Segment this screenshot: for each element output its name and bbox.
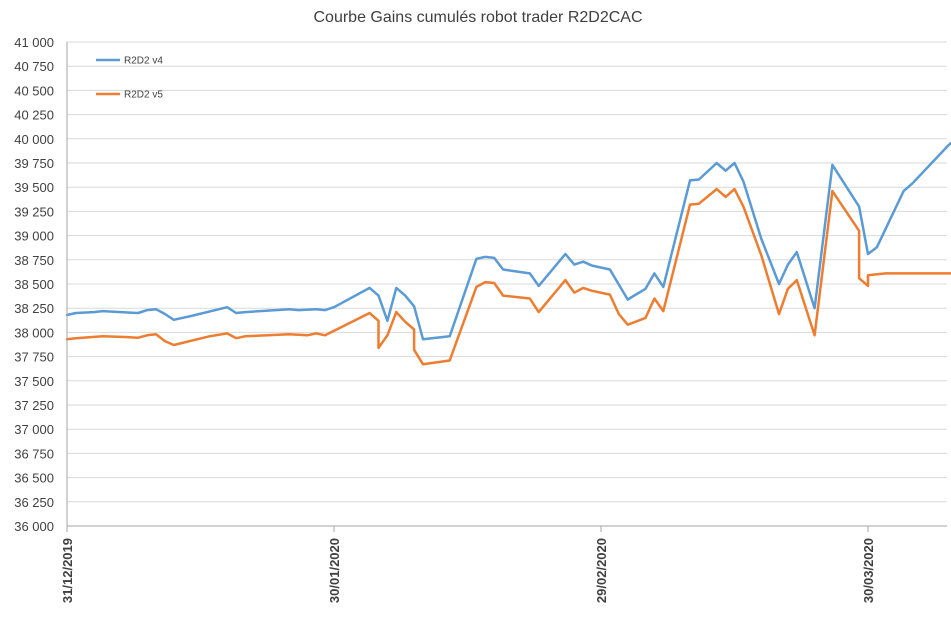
axes [66, 42, 947, 532]
y-tick-label: 40 250 [14, 108, 54, 123]
y-tick-label: 36 250 [14, 495, 54, 510]
y-tick-label: 39 250 [14, 204, 54, 219]
y-tick-label: 41 000 [14, 35, 54, 50]
gridlines [67, 41, 947, 503]
y-tick-label: 39 500 [14, 180, 54, 195]
y-tick-labels: 36 000 36 250 36 500 36 750 37 000 37 250 37 5… [14, 35, 54, 534]
y-tick-label: 36 500 [14, 471, 54, 486]
legend: R2D2 v4 R2D2 v5 [96, 56, 163, 101]
y-tick-label: 40 000 [14, 132, 54, 147]
y-tick-label: 40 750 [14, 59, 54, 74]
legend-label-2: R2D2 v5 [124, 90, 163, 101]
y-tick-label: 38 500 [14, 277, 54, 292]
series-lines [65, 141, 951, 366]
y-tick-label: 37 500 [14, 374, 54, 389]
y-tick-label: 38 750 [14, 253, 54, 268]
x-tick-label: 29/02/2020 [594, 538, 609, 603]
y-tick-label: 38 250 [14, 301, 54, 316]
chart-title: Courbe Gains cumulés robot trader R2D2CA… [313, 9, 642, 26]
y-tick-label: 36 000 [14, 519, 54, 534]
legend-label-1: R2D2 v4 [124, 56, 163, 67]
y-tick-label: 39 750 [14, 156, 54, 171]
x-tick-label: 31/12/2019 [60, 538, 75, 603]
x-tick-labels: 31/12/2019 30/01/2020 29/02/2020 30/03/2020 [60, 538, 876, 603]
y-tick-label: 39 000 [14, 229, 54, 244]
y-tick-label: 36 750 [14, 446, 54, 461]
x-tick-label: 30/01/2020 [327, 538, 342, 603]
y-tick-label: 37 250 [14, 398, 54, 413]
x-tick-label: 30/03/2020 [861, 538, 876, 603]
series-line-1 [65, 141, 951, 341]
series-line-2 [65, 187, 951, 366]
y-tick-label: 37 000 [14, 422, 54, 437]
y-tick-label: 40 500 [14, 83, 54, 98]
y-tick-label: 38 000 [14, 325, 54, 340]
y-tick-label: 37 750 [14, 350, 54, 365]
